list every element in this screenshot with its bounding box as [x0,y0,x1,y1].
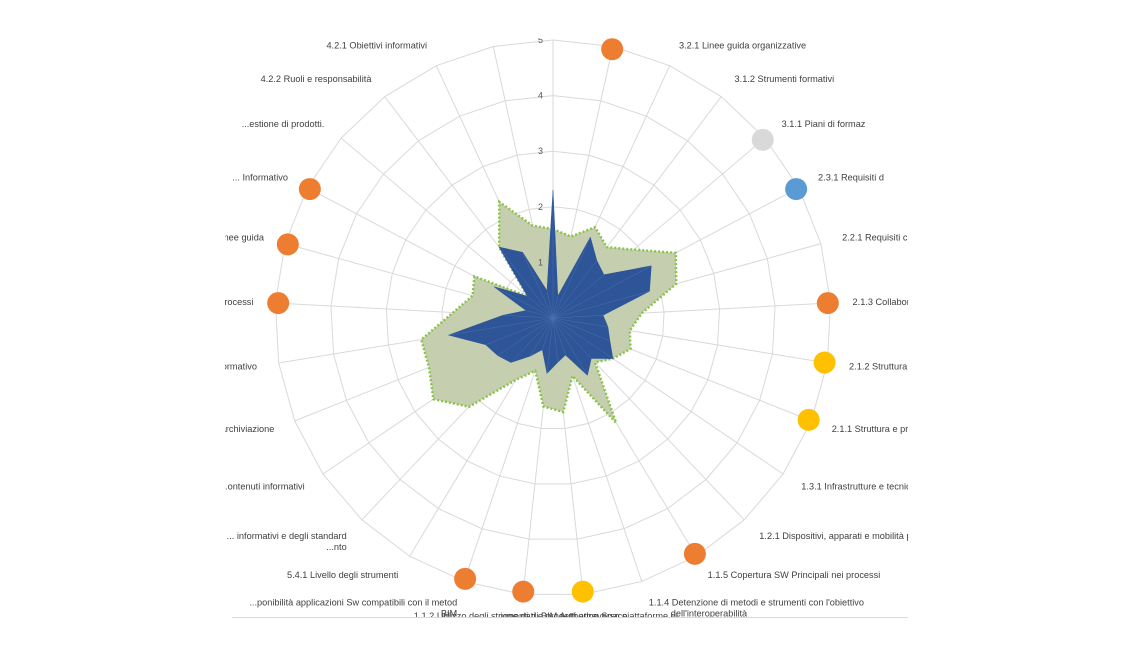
tick-label: 1 [538,257,543,267]
series-spoke [552,237,591,319]
category-label: ... Informativo [232,172,288,182]
series-spoke [510,317,554,363]
series-spoke [552,317,613,359]
series-spoke [552,317,592,359]
status-marker [813,351,836,374]
status-marker [816,292,839,315]
tick-label: 4 [538,91,543,101]
status-marker [683,542,706,565]
series-spoke [546,290,554,319]
series-spoke [552,317,610,341]
tick-label: 3 [538,146,543,156]
category-label: 1.3.1 Infrastrutture e tecniche di sic [801,481,908,491]
grid-ring-3 [385,150,721,485]
series-spoke [498,247,554,319]
category-label: 2.1.3 Collaborazi [853,297,908,307]
category-label: ...ormativo [225,362,257,372]
category-label: 2.1.2 Struttura e lead [849,362,908,372]
tick-label: 5 [538,38,543,45]
status-marker [751,128,774,151]
status-marker [267,292,290,315]
category-label: ...ione dati e progetti attraverso piatt… [493,611,678,618]
series-spoke [526,310,554,319]
status-marker [785,178,808,201]
category-label: 3.2.1 Linee guida organizzative [679,41,806,51]
series-spoke [485,317,554,345]
category-label: ...processi [225,297,253,307]
category-label: 1.2.1 Dispositivi, apparati e mobilità p… [759,531,908,541]
series-spoke [546,317,554,374]
category-labels: 3.2.3 Qualità e prestazioni3.2.2 Standar… [225,41,908,618]
status-marker [797,408,820,431]
status-marker [512,580,535,603]
status-marker [276,233,299,256]
series-spoke [497,317,554,356]
category-label: 1.1.4 Detenzione di metodi e strumenti c… [649,597,864,618]
axis-ticks: 1 2 3 4 5 [538,38,543,267]
category-label: 4.2.1 Obiettivi informativi [326,41,427,51]
series-spoke [552,265,652,319]
series-area-2 [447,190,652,376]
series-spoke [503,315,554,319]
category-label: 3.1.1 Piani di formaz [782,119,866,129]
series-spoke [552,290,650,319]
radar-chart-frame: 1 2 3 4 5 3.2.3 Qualità e prestazioni3.2.2 S… [225,38,908,618]
category-label: ...ontenuti informativi [225,481,305,491]
series-spoke [448,317,554,336]
category-markers [267,38,839,603]
category-label: 4.2.2 Ruoli e responsabilità [261,74,373,84]
category-label: 1.1.2 Utilizzo degli strumenti di BIM Au… [414,611,627,618]
category-label: 2.3.1 Requisiti d [818,172,884,182]
category-label: ...archiviazione [225,424,274,434]
grid-ring-4 [330,95,776,540]
series-spoke [522,252,554,319]
category-label: 1.1.5 Copertura SW Principali nei proces… [708,570,881,580]
series-spoke [552,315,603,319]
series-spoke [552,317,588,376]
category-label: ...estione di prodotti. [242,119,325,129]
series-spoke [552,317,559,363]
category-label: ... informativi e degli standard ...nto [227,531,347,552]
series-spoke [552,296,559,319]
series-spoke [527,296,554,319]
bottom-divider [232,617,908,618]
radar-chart: 1 2 3 4 5 3.2.3 Qualità e prestazioni3.2.2 S… [225,38,908,618]
category-label: 2.2.1 Requisiti c [842,233,908,243]
status-marker [601,38,624,61]
category-label: 5.4.1 Livello degli strumenti [287,570,398,580]
category-label: 3.1.2 Strumenti formativi [735,74,835,84]
category-label: ...ponibilità applicazioni Sw compatibil… [249,597,457,618]
status-marker [298,178,321,201]
series-spoke [552,317,608,328]
grid-spoke [340,137,554,319]
series-spoke [493,286,554,319]
series-spoke [552,274,605,319]
status-marker [454,567,477,590]
series-spoke [542,317,554,350]
series-spoke [552,317,566,355]
status-marker [571,580,594,603]
series-spoke [552,260,597,319]
series-spoke [529,317,554,357]
category-label: ...nee guida [225,233,265,243]
data-series [419,190,678,424]
category-label: 2.1.1 Struttura e procedure [832,424,908,434]
tick-label: 2 [538,202,543,212]
